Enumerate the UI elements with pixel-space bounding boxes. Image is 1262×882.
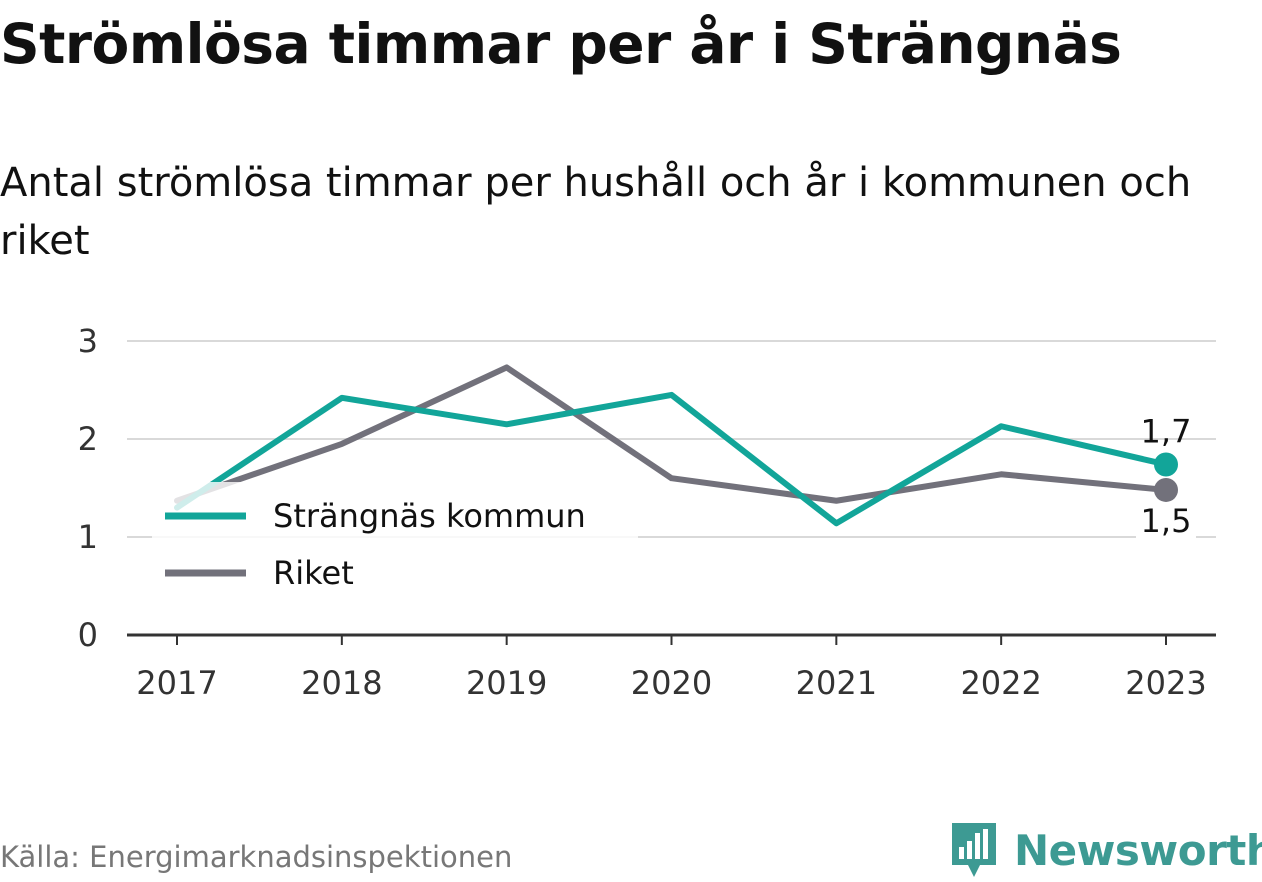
end-label-background [1136,507,1196,544]
y-tick-label: 1 [78,518,98,556]
y-tick-label: 2 [78,420,98,458]
legend-background [152,482,638,608]
source-note: Källa: Energimarknadsinspektionen [0,840,513,874]
legend: Strängnäs kommun Riket [152,482,638,608]
chart-title: Strömlösa timmar per år i Strängnäs [0,12,1122,76]
x-tick-label: 2020 [631,664,712,702]
x-tick-label: 2021 [796,664,877,702]
newsworthy-logo-text: Newsworthy [1014,825,1262,875]
x-tick-label: 2017 [136,664,217,702]
line-chart: 0 1 2 3 2017 2018 2019 2020 2021 2022 2023 Sträng… [78,322,1216,702]
newsworthy-logo: Newsworthy [948,818,1262,882]
y-axis-ticks: 0 1 2 3 [78,322,98,654]
x-tick-label: 2018 [301,664,382,702]
series-line-riket [174,364,1169,504]
newsworthy-logo-icon [952,823,996,877]
x-tick-label: 2023 [1125,664,1206,702]
x-tick-label: 2019 [466,664,547,702]
chart-subtitle: Antal strömlösa timmar per hushåll och å… [0,160,1192,264]
series-lines [174,364,1178,527]
series-line-strangnas [174,391,1169,527]
legend-label: Riket [273,554,354,592]
y-tick-label: 3 [78,322,98,360]
x-tick-label: 2022 [960,664,1041,702]
legend-label: Strängnäs kommun [273,497,586,535]
end-labels: 1,7 1,5 [1136,412,1196,544]
series-endpoint-riket [1154,477,1178,502]
y-tick-label: 0 [78,616,98,654]
end-label-strangnas: 1,7 [1141,412,1192,450]
end-label-riket: 1,5 [1141,502,1192,540]
series-endpoint-strangnas [1154,452,1178,477]
x-axis: 2017 2018 2019 2020 2021 2022 2023 [127,633,1216,702]
